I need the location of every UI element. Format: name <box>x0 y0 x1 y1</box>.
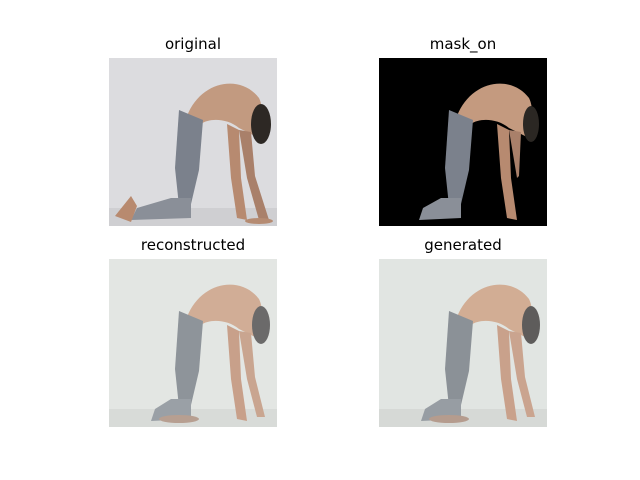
original-photo <box>109 58 277 226</box>
panel-title-original: original <box>164 35 222 53</box>
panel-title-generated: generated <box>424 236 502 254</box>
panel-title-mask-on: mask_on <box>429 35 497 53</box>
generated-photo <box>379 259 547 427</box>
panel-title-reconstructed: reconstructed <box>140 236 246 254</box>
image-reconstructed <box>109 259 277 427</box>
image-mask-on <box>379 58 547 226</box>
image-generated <box>379 259 547 427</box>
image-original <box>109 58 277 226</box>
reconstructed-photo <box>109 259 277 427</box>
masked-photo <box>379 58 547 226</box>
